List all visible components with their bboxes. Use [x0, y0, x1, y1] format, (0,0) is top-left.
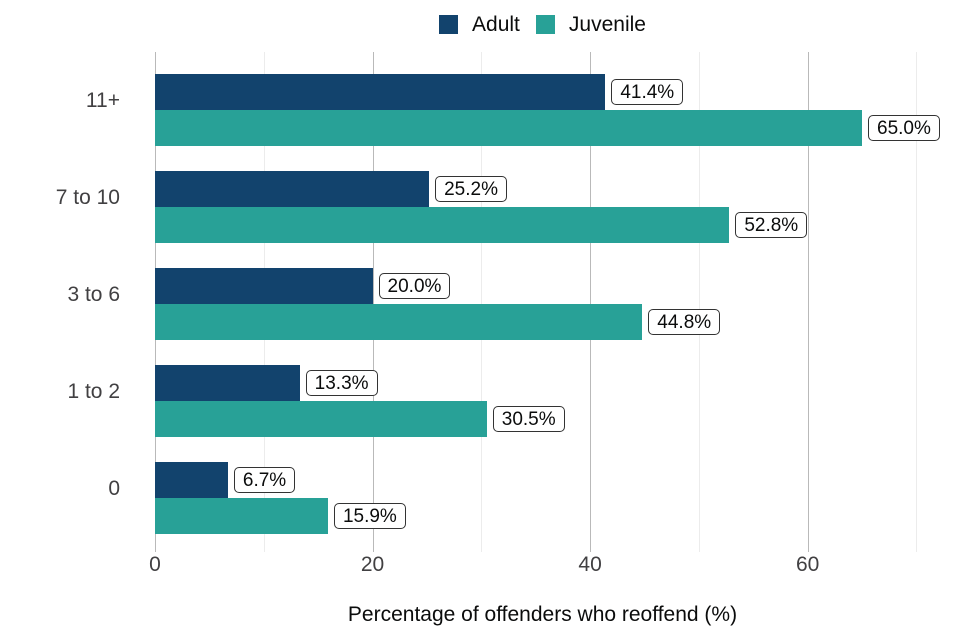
major-tickmark-0	[155, 537, 156, 552]
x-tick-label-60: 60	[795, 553, 820, 576]
value-label-adult-0: 6.7%	[233, 467, 296, 493]
legend-swatch-juvenile	[535, 14, 555, 34]
x-axis-tick-labels: 0 20 40 60	[149, 553, 930, 579]
legend-item-adult: Adult	[439, 14, 520, 35]
legend-label-juvenile: Juvenile	[568, 12, 646, 36]
minor-gridline-30	[481, 52, 483, 537]
minor-gridline-70	[916, 52, 918, 537]
bar-adult-3-to-6	[155, 268, 373, 304]
minor-tickmark-50	[698, 537, 700, 552]
minor-tickmark-10	[263, 537, 265, 552]
bar-adult-7-to-10	[155, 171, 430, 207]
minor-gridline-50	[698, 52, 700, 537]
bar-juvenile-0	[155, 498, 328, 534]
bar-juvenile-7-to-10	[155, 207, 730, 243]
x-tick-label-0: 0	[149, 553, 161, 576]
value-label-juvenile-3-to-6: 44.8%	[648, 309, 721, 335]
value-label-juvenile-7-to-10: 52.8%	[735, 212, 808, 238]
bar-adult-0	[155, 462, 228, 498]
bar-adult-1-to-2	[155, 365, 300, 401]
bar-juvenile-11-	[155, 110, 863, 146]
value-label-adult-7-to-10: 25.2%	[435, 176, 507, 202]
major-tickmark-20	[372, 537, 374, 552]
category-label-7-to-10: 7 to 10	[55, 185, 120, 209]
category-label-0: 0	[108, 476, 120, 500]
value-label-adult-11-: 41.4%	[611, 79, 684, 105]
major-gridline-20	[372, 52, 374, 537]
legend-swatch-adult	[439, 14, 459, 34]
legend-label-adult: Adult	[472, 12, 520, 36]
value-label-juvenile-0: 15.9%	[333, 503, 406, 529]
y-axis-labels: 11+ 7 to 10 3 to 6 1 to 2 0	[0, 52, 120, 537]
major-tickmark-60	[807, 537, 809, 552]
category-label-3-to-6: 3 to 6	[67, 282, 120, 306]
category-label-1-to-2: 1 to 2	[67, 379, 120, 403]
value-label-adult-1-to-2: 13.3%	[305, 370, 378, 396]
value-label-juvenile-11-: 65.0%	[868, 115, 940, 141]
legend: Adult Juvenile	[155, 12, 930, 36]
legend-item-juvenile: Juvenile	[535, 12, 646, 36]
value-label-adult-3-to-6: 20.0%	[378, 273, 451, 299]
x-axis-title: Percentage of offenders who reoffend (%)	[347, 603, 738, 626]
bar-juvenile-3-to-6	[155, 304, 643, 340]
minor-tickmark-70	[916, 537, 918, 552]
category-label-11-: 11+	[85, 88, 120, 112]
x-tick-label-40: 40	[578, 553, 602, 576]
bar-juvenile-1-to-2	[155, 401, 487, 437]
minor-tickmark-30	[481, 537, 483, 552]
value-label-juvenile-1-to-2: 30.5%	[492, 406, 565, 432]
major-gridline-40	[590, 52, 592, 537]
plot-area: 41.4% 65.0% 25.2% 52.8% 20.0% 44.8% 13.3% 30.5%…	[155, 52, 940, 552]
major-gridline-60	[807, 52, 809, 537]
major-tickmark-40	[590, 537, 592, 552]
x-tick-label-20: 20	[360, 553, 385, 576]
bar-adult-11-	[155, 74, 606, 110]
